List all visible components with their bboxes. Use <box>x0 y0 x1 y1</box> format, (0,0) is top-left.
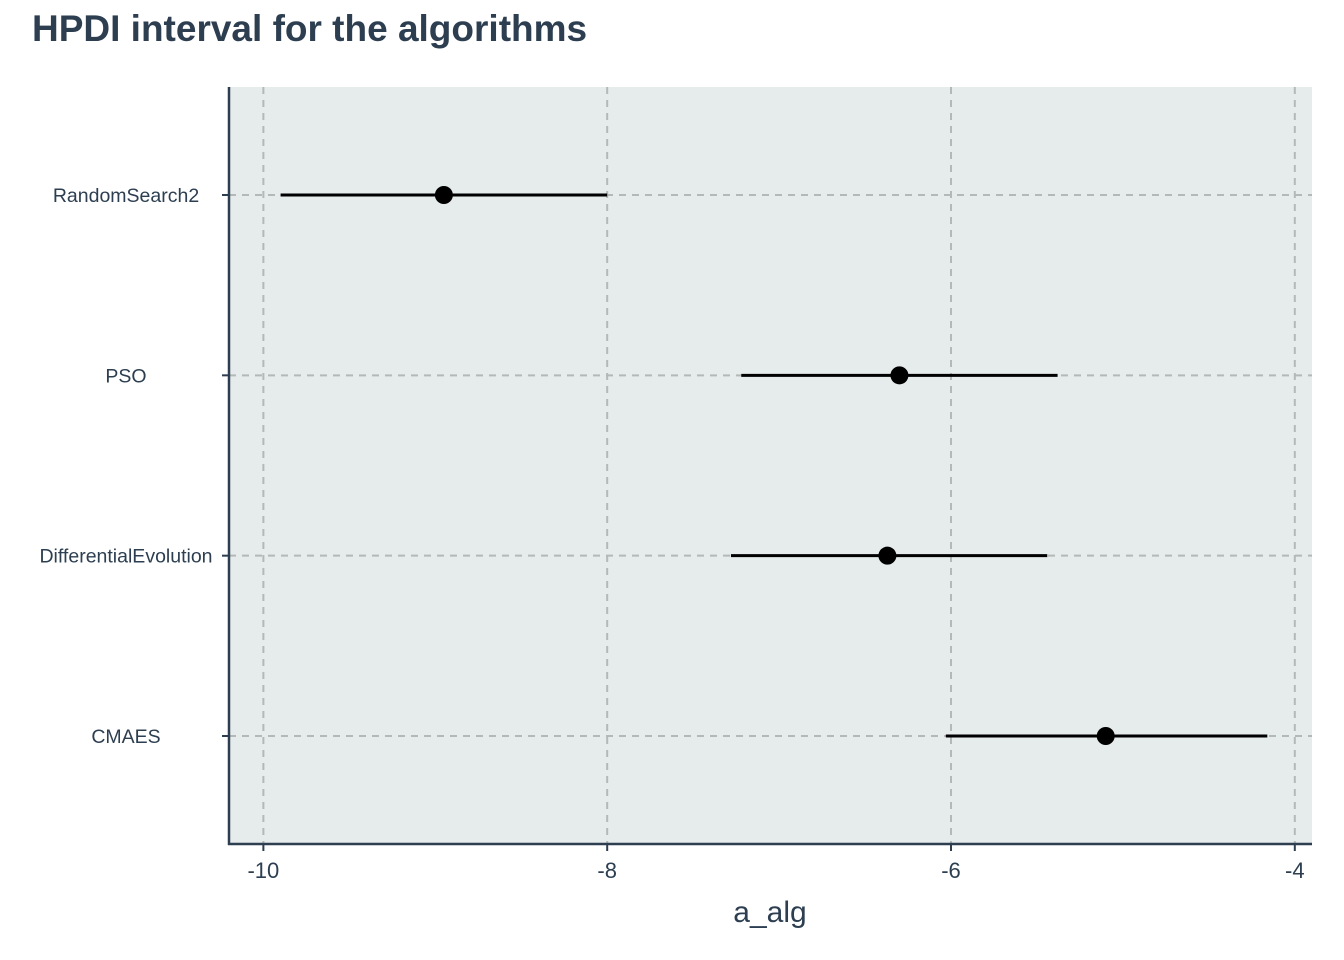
y-tick-label: CMAES <box>91 726 160 748</box>
y-tick-label: RandomSearch2 <box>53 185 199 207</box>
y-tick-label: PSO <box>105 365 146 387</box>
x-tick-label: -8 <box>597 858 617 883</box>
x-tick-label: -10 <box>247 858 279 883</box>
x-axis-label: a_alg <box>733 896 806 929</box>
x-tick-label: -6 <box>941 858 961 883</box>
y-tick-label: DifferentialEvolution <box>39 546 212 568</box>
estimate-point <box>878 546 897 565</box>
chart-title: HPDI interval for the algorithms <box>32 8 588 49</box>
plot-panel <box>229 87 1312 844</box>
estimate-point <box>1096 727 1115 745</box>
axes: -10 -8 -6 -4 RandomSearch2 PSO DifferentialEvo… <box>39 87 1312 883</box>
estimate-point <box>890 366 909 385</box>
x-tick-label: -4 <box>1285 858 1305 883</box>
data-series <box>280 186 1268 745</box>
estimate-point <box>434 186 453 204</box>
